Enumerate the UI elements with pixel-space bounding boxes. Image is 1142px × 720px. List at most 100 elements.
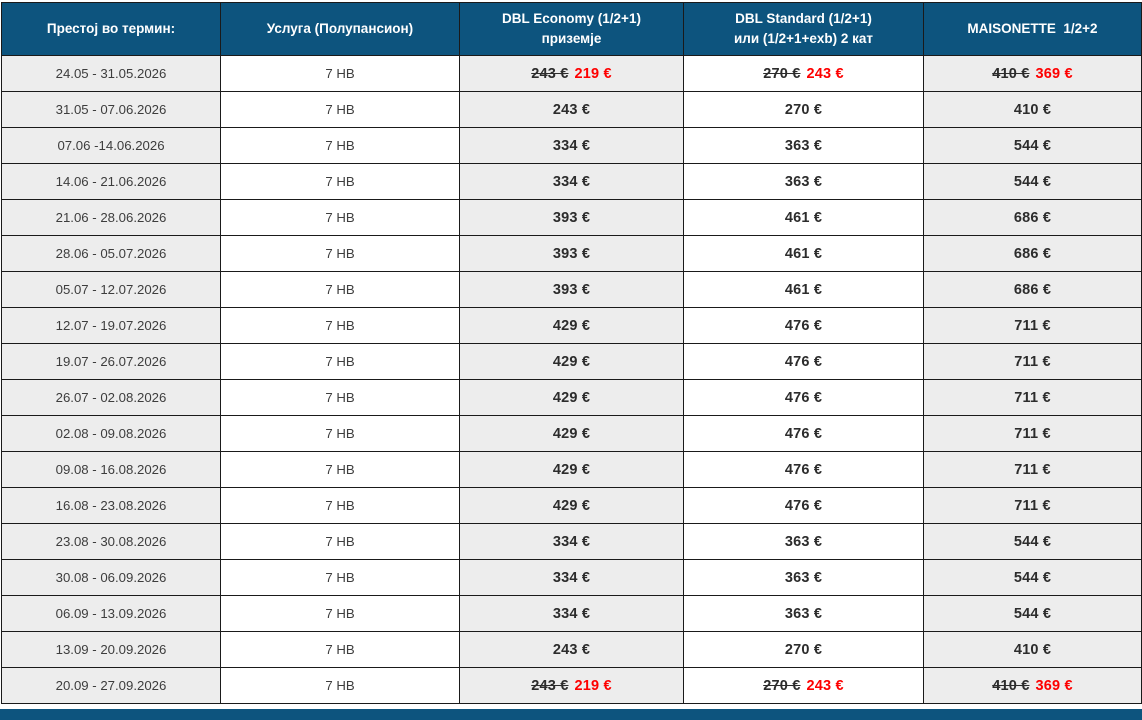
old-price: 270 € (763, 65, 801, 82)
service-cell: 7 HB (220, 415, 460, 452)
table-row: 30.08 - 06.09.2026 7 HB 334 €363 €544 € (1, 559, 1142, 596)
service-cell: 7 HB (220, 163, 460, 200)
period-cell: 06.09 - 13.09.2026 (1, 595, 221, 632)
dbl-standard-cell: 270 € (683, 631, 924, 668)
table-row: 07.06 -14.06.2026 7 HB 334 €363 €544 € (1, 127, 1142, 164)
old-price: 243 € (531, 65, 569, 82)
column-header-period: Престој во термин: (1, 2, 221, 56)
dbl-economy-cell: 393 € (459, 235, 684, 272)
header-line: Престој во термин: (46, 21, 176, 36)
new-price: 219 € (574, 677, 612, 694)
period-cell: 21.06 - 28.06.2026 (1, 199, 221, 236)
period-cell: 31.05 - 07.06.2026 (1, 91, 221, 128)
dbl-standard-cell: 476 € (683, 379, 924, 416)
dbl-economy-cell: 243 € (459, 631, 684, 668)
dbl-standard-cell: 476 € (683, 307, 924, 344)
header-row: Престој во термин: Услуга (Полупансион) DB… (1, 2, 1142, 56)
dbl-standard-cell: 476 € (683, 343, 924, 380)
period-cell: 16.08 - 23.08.2026 (1, 487, 221, 524)
service-cell: 7 HB (220, 595, 460, 632)
header-line: DBL Standard (1/2+1) (735, 11, 872, 26)
maisonette-cell: 686 € (923, 199, 1142, 236)
service-cell: 7 HB (220, 55, 460, 92)
table-row: 16.08 - 23.08.2026 7 HB 429 €476 €711 € (1, 487, 1142, 524)
dbl-standard-cell: 270 € 243 € (683, 55, 924, 92)
table-row: 13.09 - 20.09.2026 7 HB 243 €270 €410 € (1, 631, 1142, 668)
dbl-economy-cell: 243 € (459, 91, 684, 128)
maisonette-cell: 711 € (923, 415, 1142, 452)
table-row: 31.05 - 07.06.2026 7 HB 243 €270 €410 € (1, 91, 1142, 128)
dbl-standard-cell: 363 € (683, 523, 924, 560)
table-row: 05.07 - 12.07.2026 7 HB 393 €461 €686 € (1, 271, 1142, 308)
period-cell: 05.07 - 12.07.2026 (1, 271, 221, 308)
service-cell: 7 HB (220, 91, 460, 128)
table-row: 26.07 - 02.08.2026 7 HB 429 €476 €711 € (1, 379, 1142, 416)
service-cell: 7 HB (220, 487, 460, 524)
table-row: 06.09 - 13.09.2026 7 HB 334 €363 €544 € (1, 595, 1142, 632)
maisonette-cell: 711 € (923, 379, 1142, 416)
service-cell: 7 HB (220, 199, 460, 236)
dbl-standard-cell: 461 € (683, 235, 924, 272)
old-price: 410 € (992, 677, 1030, 694)
service-cell: 7 HB (220, 127, 460, 164)
header-line: MAISONETTE 1/2+2 (967, 21, 1098, 36)
service-cell: 7 HB (220, 523, 460, 560)
maisonette-cell: 711 € (923, 487, 1142, 524)
period-cell: 28.06 - 05.07.2026 (1, 235, 221, 272)
maisonette-cell: 410 € (923, 631, 1142, 668)
maisonette-cell: 410 € 369 € (923, 667, 1142, 704)
dbl-standard-cell: 461 € (683, 271, 924, 308)
maisonette-cell: 686 € (923, 235, 1142, 272)
header-line: DBL Economy (1/2+1) (502, 11, 641, 26)
dbl-standard-cell: 270 € 243 € (683, 667, 924, 704)
maisonette-cell: 686 € (923, 271, 1142, 308)
period-cell: 07.06 -14.06.2026 (1, 127, 221, 164)
header-line: или (1/2+1+exb) 2 кат (733, 31, 874, 46)
service-cell: 7 HB (220, 343, 460, 380)
table-body: 24.05 - 31.05.2026 7 HB 243 €219 €270 €243… (1, 55, 1142, 704)
service-cell: 7 HB (220, 271, 460, 308)
maisonette-cell: 711 € (923, 307, 1142, 344)
dbl-economy-cell: 429 € (459, 343, 684, 380)
service-cell: 7 HB (220, 379, 460, 416)
header-line: Услуга (Полупансион) (266, 21, 414, 36)
dbl-standard-cell: 476 € (683, 451, 924, 488)
dbl-economy-cell: 334 € (459, 559, 684, 596)
dbl-economy-cell: 334 € (459, 523, 684, 560)
new-price: 219 € (574, 65, 612, 82)
dbl-economy-cell: 334 € (459, 127, 684, 164)
dbl-standard-cell: 363 € (683, 559, 924, 596)
dbl-standard-cell: 476 € (683, 487, 924, 524)
old-price: 270 € (763, 677, 801, 694)
dbl-standard-cell: 270 € (683, 91, 924, 128)
period-cell: 20.09 - 27.09.2026 (1, 667, 221, 704)
table-row: 12.07 - 19.07.2026 7 HB 429 €476 €711 € (1, 307, 1142, 344)
bottom-accent-bar (0, 709, 1142, 720)
dbl-standard-cell: 363 € (683, 127, 924, 164)
table-row: 20.09 - 27.09.2026 7 HB 243 € 219 € 270 € 243… (1, 667, 1142, 704)
column-header-maisonette: MAISONETTE 1/2+2 (923, 2, 1142, 56)
new-price: 243 € (806, 677, 844, 694)
new-price: 369 € (1035, 65, 1073, 82)
maisonette-cell: 544 € (923, 163, 1142, 200)
table-row: 24.05 - 31.05.2026 7 HB 243 € 219 € 270 € 243… (1, 55, 1142, 92)
dbl-economy-cell: 393 € (459, 199, 684, 236)
maisonette-cell: 544 € (923, 595, 1142, 632)
dbl-economy-cell: 334 € (459, 595, 684, 632)
new-price: 243 € (806, 65, 844, 82)
maisonette-cell: 711 € (923, 343, 1142, 380)
dbl-economy-cell: 429 € (459, 487, 684, 524)
column-header-dbl-economy: DBL Economy (1/2+1) приземје (459, 2, 684, 56)
maisonette-cell: 544 € (923, 523, 1142, 560)
dbl-standard-cell: 476 € (683, 415, 924, 452)
dbl-economy-cell: 393 € (459, 271, 684, 308)
table-row: 23.08 - 30.08.2026 7 HB 334 €363 €544 € (1, 523, 1142, 560)
period-cell: 26.07 - 02.08.2026 (1, 379, 221, 416)
table-row: 19.07 - 26.07.2026 7 HB 429 €476 €711 € (1, 343, 1142, 380)
price-table: Престој во термин: Услуга (Полупансион) DB… (1, 2, 1142, 704)
header-line: приземје (541, 31, 602, 46)
period-cell: 12.07 - 19.07.2026 (1, 307, 221, 344)
period-cell: 24.05 - 31.05.2026 (1, 55, 221, 92)
maisonette-cell: 544 € (923, 559, 1142, 596)
service-cell: 7 HB (220, 667, 460, 704)
